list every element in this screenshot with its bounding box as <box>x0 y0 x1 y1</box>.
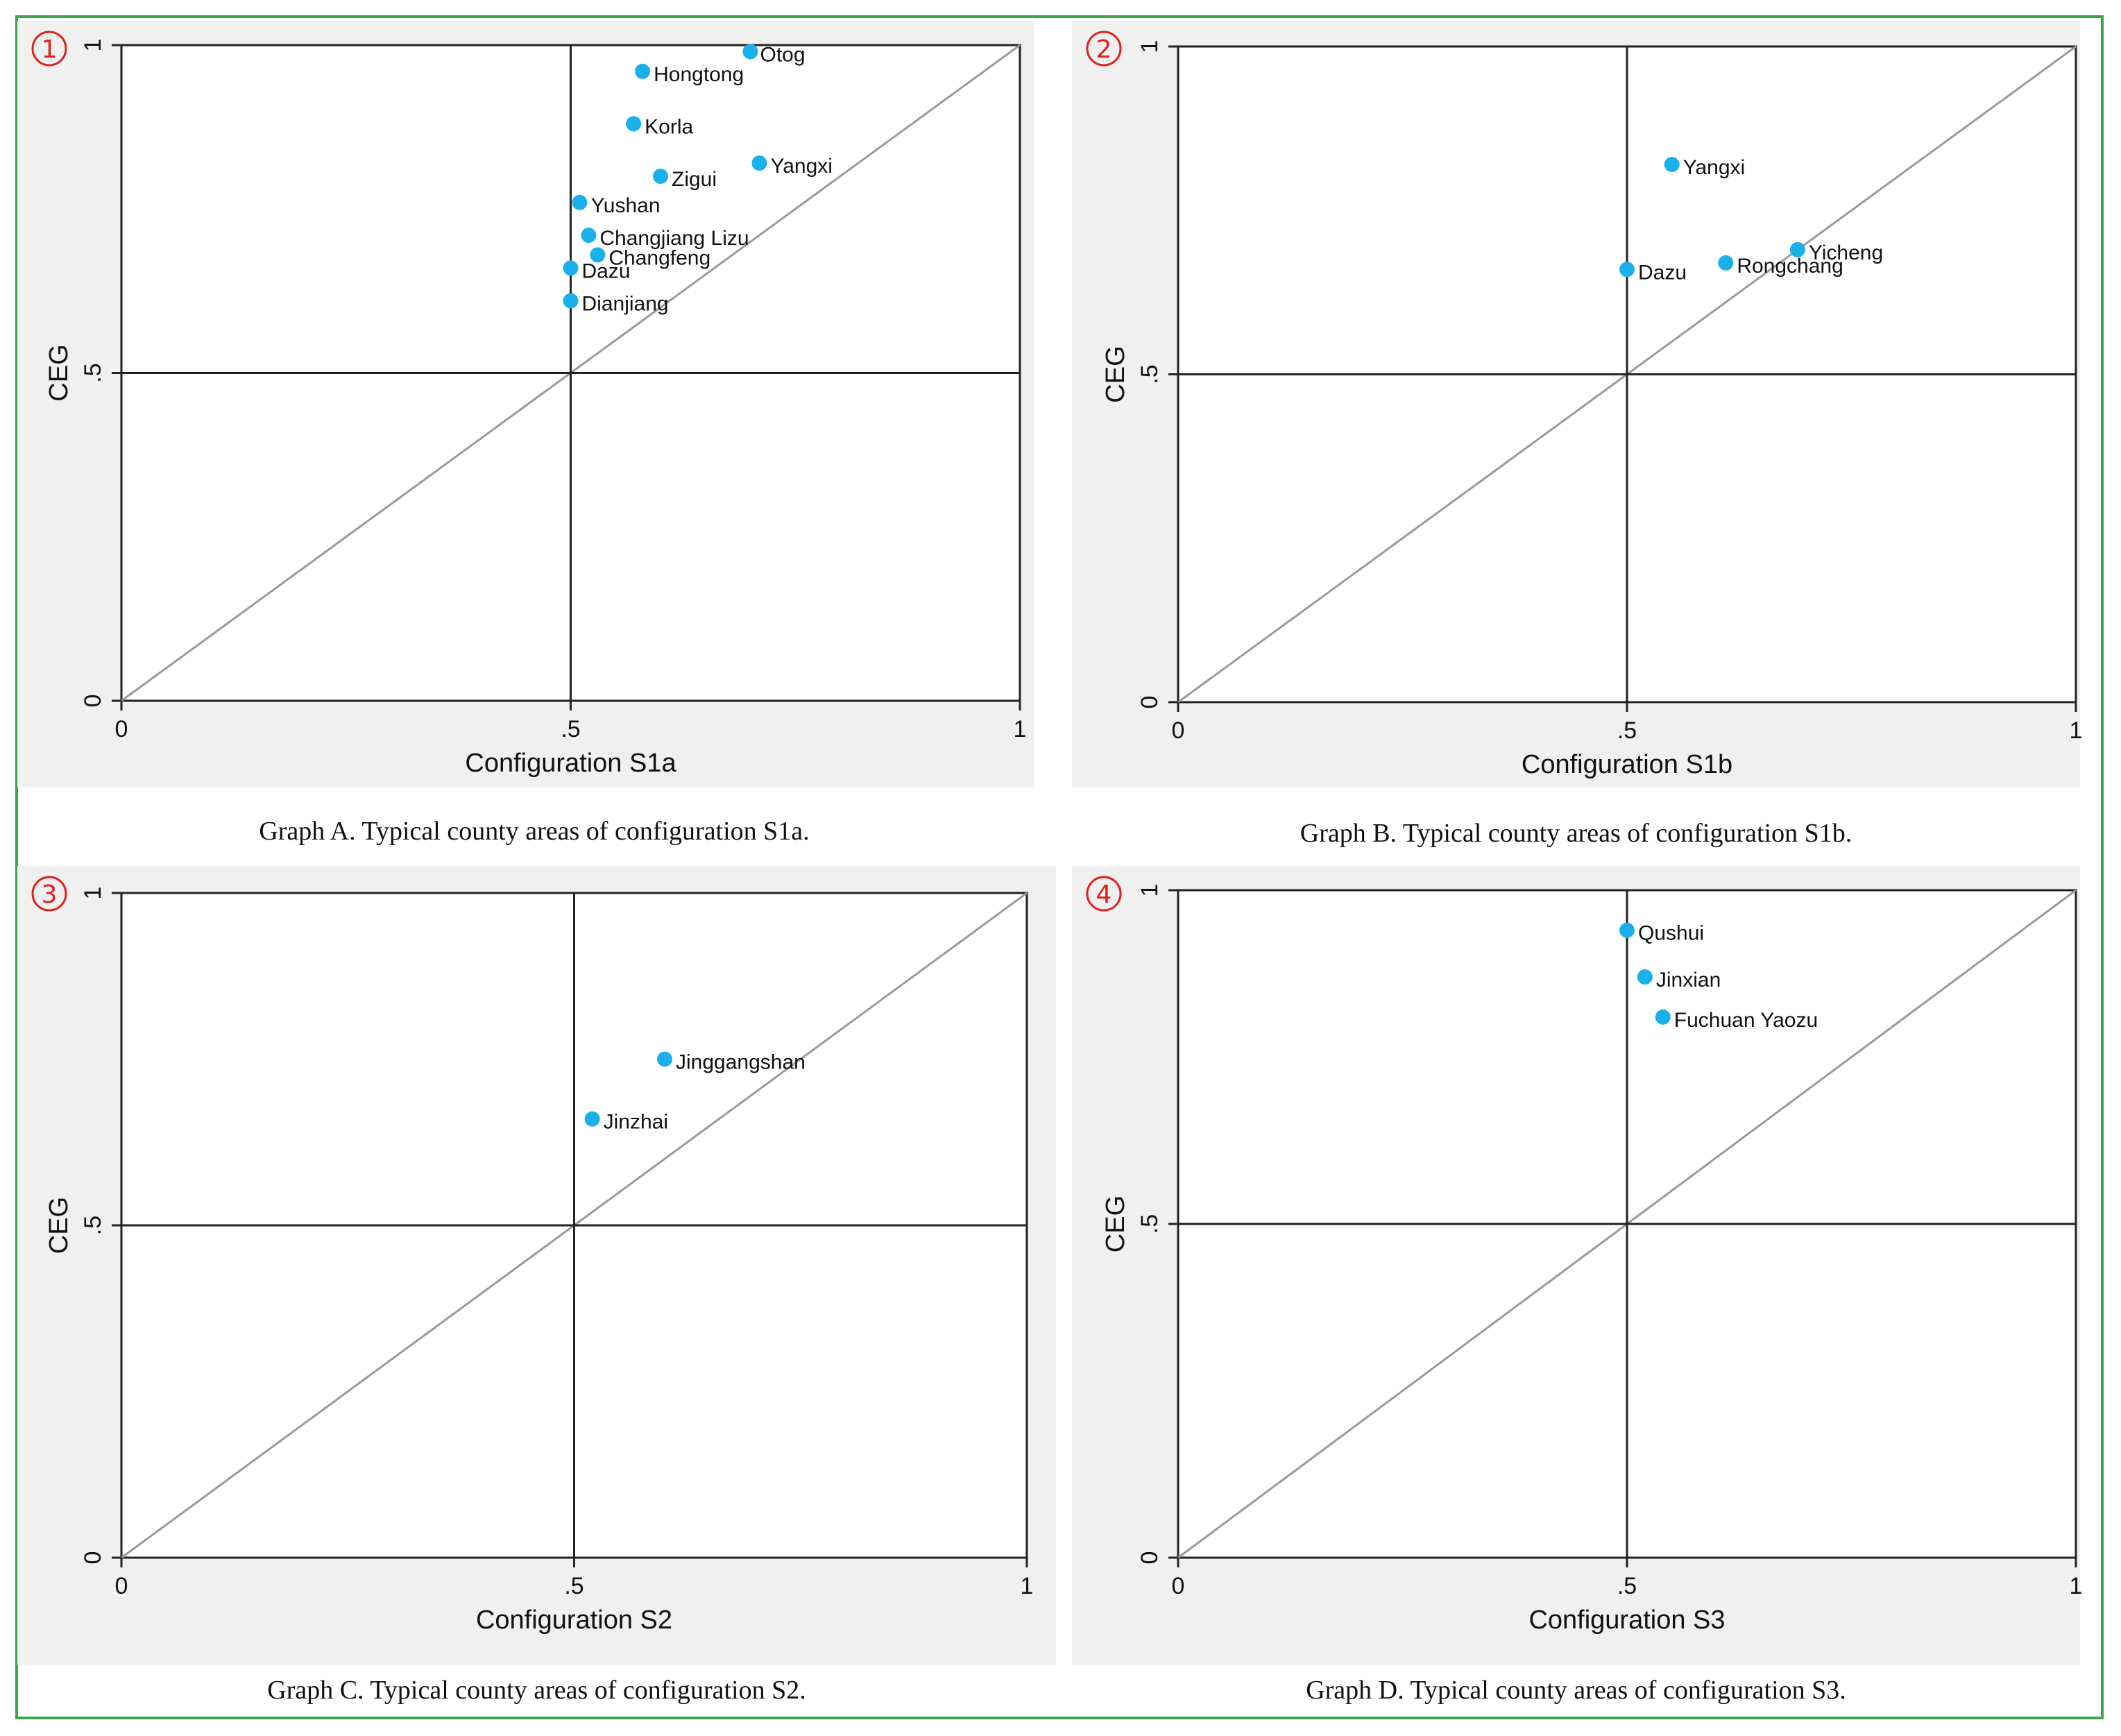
data-point <box>751 155 767 171</box>
y-tick-label: 1 <box>1136 40 1163 53</box>
point-label: Qushui <box>1638 922 1704 945</box>
data-point <box>1619 922 1635 938</box>
figure-caption: Graph A. Typical county areas of configu… <box>259 817 810 846</box>
point-label: Hongtong <box>654 63 744 86</box>
point-label: Otog <box>760 43 806 66</box>
x-tick-label: .5 <box>1617 1573 1637 1599</box>
panel-number: 2② <box>1096 35 1112 64</box>
panel-number: 1① <box>42 35 58 64</box>
data-point <box>1637 969 1653 985</box>
point-label: Yangxi <box>770 155 833 178</box>
data-point <box>1718 255 1734 271</box>
y-tick-label: .5 <box>1136 1214 1163 1234</box>
panel-number-circle <box>31 876 67 912</box>
point-label: Yicheng <box>1809 241 1883 264</box>
x-tick-label: 0 <box>115 716 128 742</box>
data-point <box>1619 262 1635 278</box>
panel-number-circle <box>1086 31 1122 67</box>
data-point <box>563 260 579 276</box>
x-tick-label: 0 <box>1172 1573 1185 1599</box>
x-tick-label: .5 <box>564 1573 584 1599</box>
x-axis-title: Configuration S1b <box>1522 750 1732 779</box>
figure-caption: Graph C. Typical county areas of configu… <box>267 1676 806 1705</box>
y-tick-label: 0 <box>1136 1551 1163 1565</box>
point-label: Jinggangshan <box>676 1051 806 1074</box>
data-point <box>572 194 588 210</box>
y-tick-label: 0 <box>80 695 106 708</box>
panel-number: 4④ <box>1096 880 1112 909</box>
y-axis-title: CEG <box>44 1197 74 1254</box>
point-label: Yushan <box>590 194 660 217</box>
x-axis-title: Configuration S3 <box>1528 1606 1725 1635</box>
point-label: Yangxi <box>1683 156 1746 179</box>
data-point <box>635 63 651 79</box>
y-axis-title: CEG <box>1101 1195 1130 1252</box>
point-label: Jinxian <box>1656 969 1721 992</box>
point-label: Dianjiang <box>582 293 669 316</box>
y-axis-title: CEG <box>1101 346 1130 402</box>
point-label: Fuchuan Yaozu <box>1674 1009 1818 1032</box>
y-tick-label: 1 <box>1136 884 1163 897</box>
panel-number: 3③ <box>42 880 58 909</box>
point-label: Changjiang Lizu <box>599 227 749 250</box>
x-tick-label: .5 <box>561 716 580 742</box>
panel-number-circle <box>1086 876 1122 912</box>
x-axis-title: Configuration S1a <box>465 749 676 778</box>
y-tick-label: 0 <box>80 1551 106 1565</box>
y-tick-label: 0 <box>1136 696 1163 709</box>
data-point <box>590 247 606 263</box>
y-tick-label: .5 <box>80 363 106 382</box>
data-point <box>626 116 642 132</box>
y-tick-label: 1 <box>80 887 106 900</box>
x-tick-label: 0 <box>1172 717 1185 744</box>
panel-number-circle <box>31 31 67 67</box>
x-tick-label: 1 <box>1014 716 1027 742</box>
point-label: Changfeng <box>608 246 710 269</box>
point-label: Dazu <box>582 259 631 282</box>
x-tick-label: .5 <box>1617 717 1637 744</box>
point-label: Rongchang <box>1737 255 1843 278</box>
x-tick-label: 1 <box>2070 717 2083 744</box>
x-axis-title: Configuration S2 <box>476 1606 672 1635</box>
data-point <box>1789 241 1805 257</box>
y-tick-label: .5 <box>1136 364 1163 384</box>
data-point <box>742 44 758 60</box>
figure-caption: Graph B. Typical county areas of configu… <box>1300 819 1852 848</box>
data-point <box>584 1111 600 1127</box>
y-tick-label: 1 <box>80 39 106 52</box>
x-tick-label: 1 <box>1021 1573 1034 1599</box>
data-point <box>1664 157 1680 173</box>
x-tick-label: 1 <box>2070 1573 2083 1599</box>
point-label: Jinzhai <box>604 1111 668 1134</box>
figure-frame <box>15 15 2104 1719</box>
data-point <box>563 293 579 309</box>
figure-caption: Graph D. Typical county areas of configu… <box>1306 1676 1846 1705</box>
y-axis-title: CEG <box>44 344 74 401</box>
data-point <box>657 1051 672 1067</box>
point-label: Dazu <box>1638 261 1687 284</box>
data-point <box>653 169 668 184</box>
data-point <box>581 228 597 244</box>
x-tick-label: 0 <box>115 1573 128 1599</box>
point-label: Zigui <box>672 168 717 191</box>
point-label: Korla <box>645 115 693 138</box>
data-point <box>1655 1009 1671 1025</box>
y-tick-label: .5 <box>80 1216 106 1235</box>
